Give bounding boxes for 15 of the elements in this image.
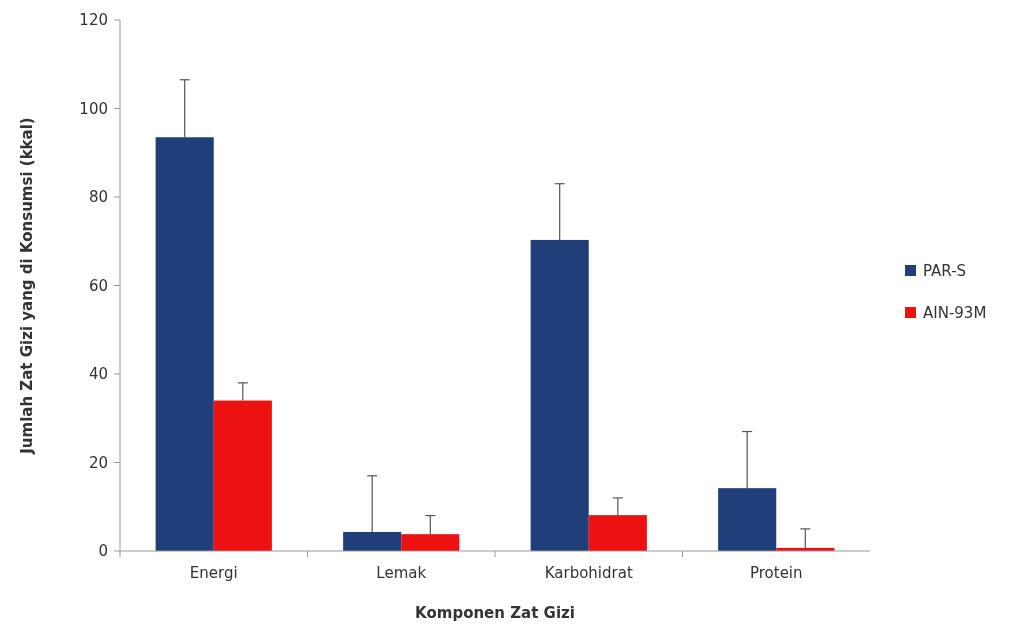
x-tick-label: Lemak bbox=[376, 564, 427, 582]
y-axis-title: Jumlah Zat Gizi yang di Konsumsi (kkal) bbox=[18, 117, 36, 455]
y-tick-label: 20 bbox=[88, 453, 108, 472]
legend-label: AIN-93M bbox=[923, 304, 987, 323]
y-tick-label: 60 bbox=[88, 276, 108, 295]
x-tick-label: Protein bbox=[749, 564, 803, 582]
y-tick-label: 80 bbox=[88, 188, 108, 207]
x-tick-label: Energi bbox=[189, 564, 238, 582]
legend-label: PAR-S bbox=[923, 262, 967, 281]
y-tick-label: 40 bbox=[88, 365, 108, 384]
y-tick-label: 100 bbox=[79, 99, 108, 118]
x-axis-title: Komponen Zat Gizi bbox=[415, 604, 575, 622]
y-tick-label: 0 bbox=[98, 542, 108, 561]
y-tick-label: 120 bbox=[79, 11, 108, 30]
x-tick-label: Karbohidrat bbox=[544, 564, 633, 582]
